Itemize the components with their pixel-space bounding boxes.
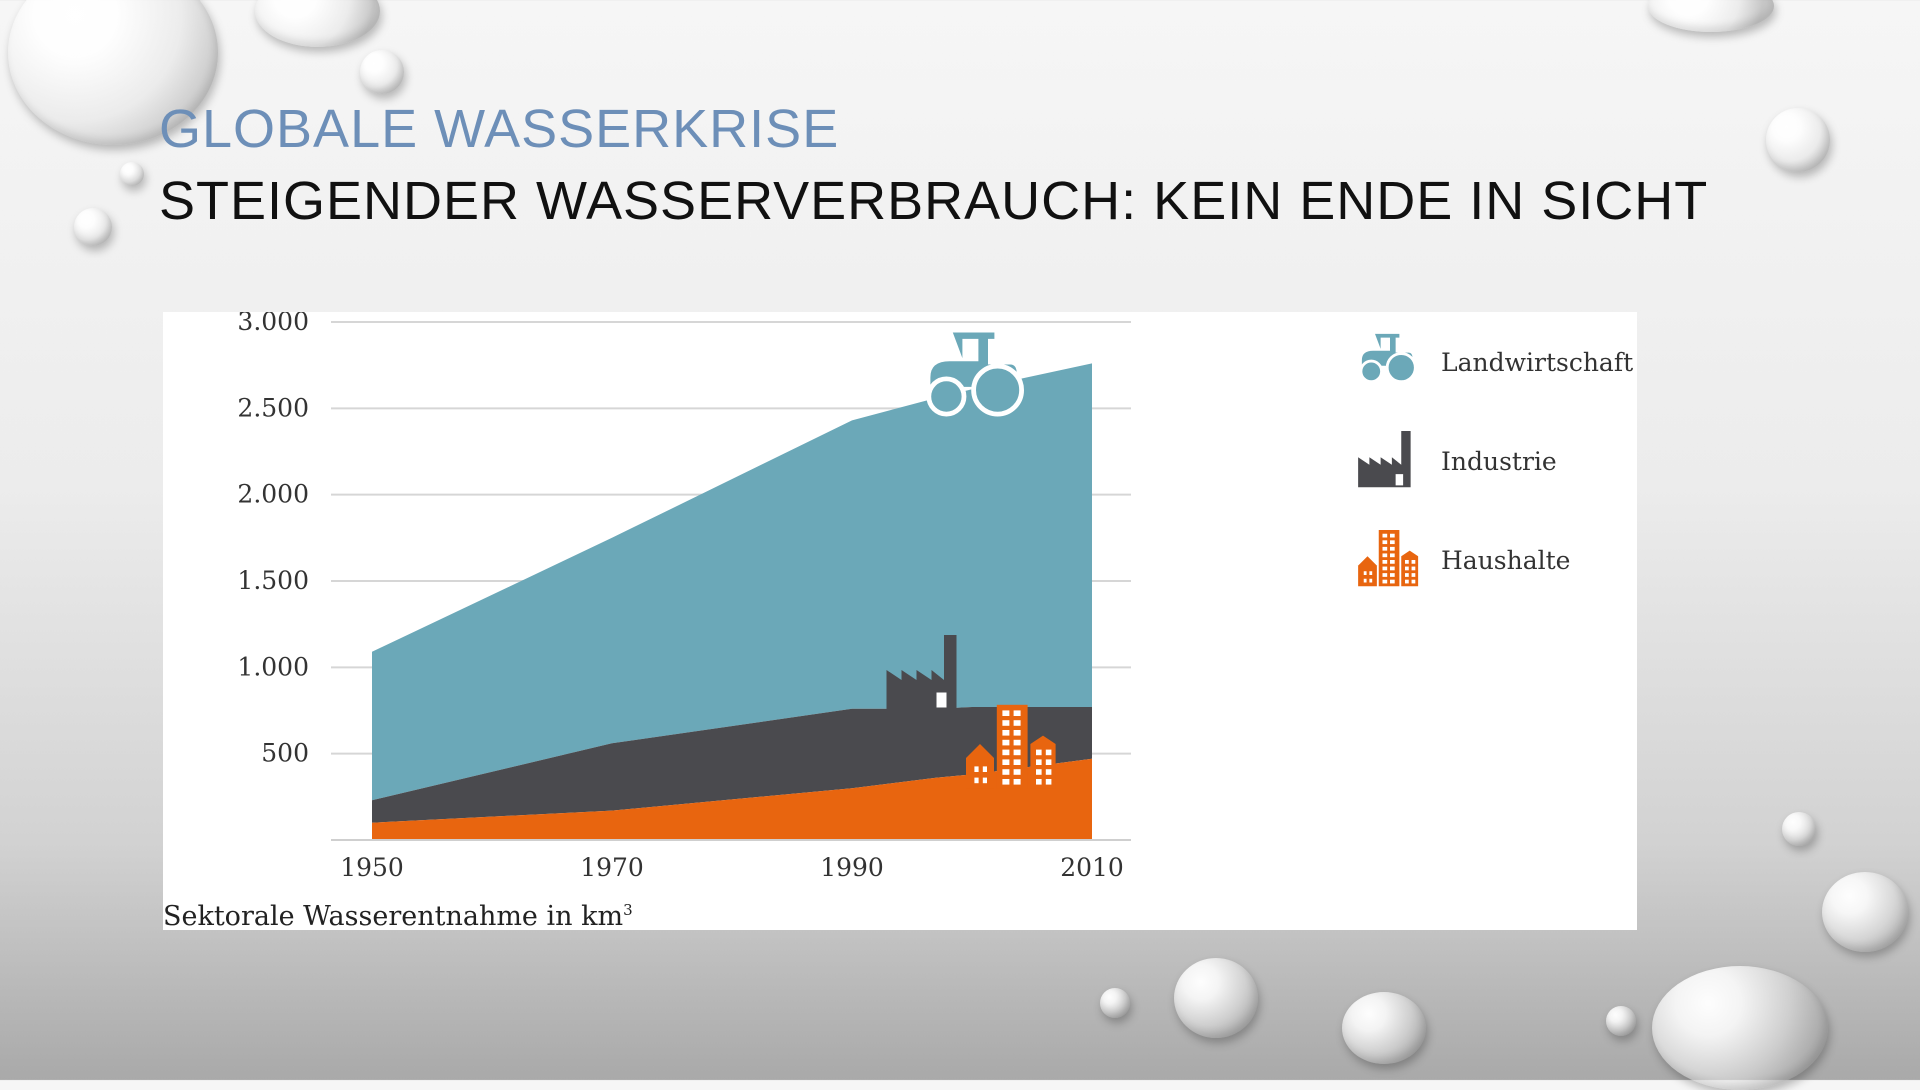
legend-label: Industrie [1441,446,1557,476]
slide-kicker: GLOBALE WASSERKRISE [159,99,840,159]
factory-icon [886,635,957,710]
area-haushalte [372,758,1092,840]
legend-item-industrie: Industrie [1356,431,1557,491]
tractor-icon [1356,332,1424,392]
x-tick-label: 1990 [820,853,884,882]
tractor-icon [926,332,1025,417]
caption-superscript: 3 [623,901,633,919]
water-drop-decoration [8,0,218,145]
water-drop-decoration [1342,992,1426,1064]
slide-title: STEIGENDER WASSERVERBRAUCH: KEIN ENDE IN… [159,171,1709,231]
annotation-icons [886,332,1056,789]
factory-icon [1356,431,1424,491]
water-drop-decoration [255,0,380,47]
x-tick-label: 2010 [1060,853,1124,882]
water-drop-decoration [1174,958,1258,1038]
caption-text: Sektorale Wasserentnahme in km [163,901,624,932]
y-tick-label: 3.000 [237,312,309,336]
legend-item-haushalte: Haushalte [1356,530,1570,590]
x-tick-label: 1970 [580,853,644,882]
legend-label: Haushalte [1441,545,1571,575]
axes: 3.000 2.500 2.000 1.500 1.000 500 1950 1970 1990… [237,312,1131,882]
legend-item-landwirtschaft: Landwirtschaft [1356,332,1633,392]
water-drop-decoration [1822,872,1908,952]
area-industrie [372,707,1092,823]
water-drop-decoration [360,50,404,94]
water-drop-decoration [74,208,112,246]
chart-caption: Sektorale Wasserentnahme in km3 [163,901,633,932]
water-drop-decoration [1766,108,1830,172]
area-chart: 3.000 2.500 2.000 1.500 1.000 500 1950 1970 1990… [237,312,1131,882]
y-tick-label: 1.000 [237,652,309,681]
y-tick-label: 2.000 [237,480,309,509]
chart-panel: 3.000 2.500 2.000 1.500 1.000 500 1950 1970 1990… [163,312,1637,930]
water-drop-decoration [1648,0,1774,32]
water-drop-decoration [1652,966,1828,1090]
water-drop-decoration [1782,812,1816,846]
y-tick-label: 500 [261,739,309,768]
y-tick-label: 2.500 [237,393,309,422]
y-tick-label: 1.500 [237,566,309,595]
x-tick-label: 1950 [340,853,404,882]
houses-icon [1356,530,1424,590]
water-drop-decoration [1100,988,1130,1018]
water-drop-decoration [1606,1006,1636,1036]
water-drop-decoration [120,162,144,186]
houses-icon [966,704,1056,789]
legend-label: Landwirtschaft [1441,347,1634,377]
